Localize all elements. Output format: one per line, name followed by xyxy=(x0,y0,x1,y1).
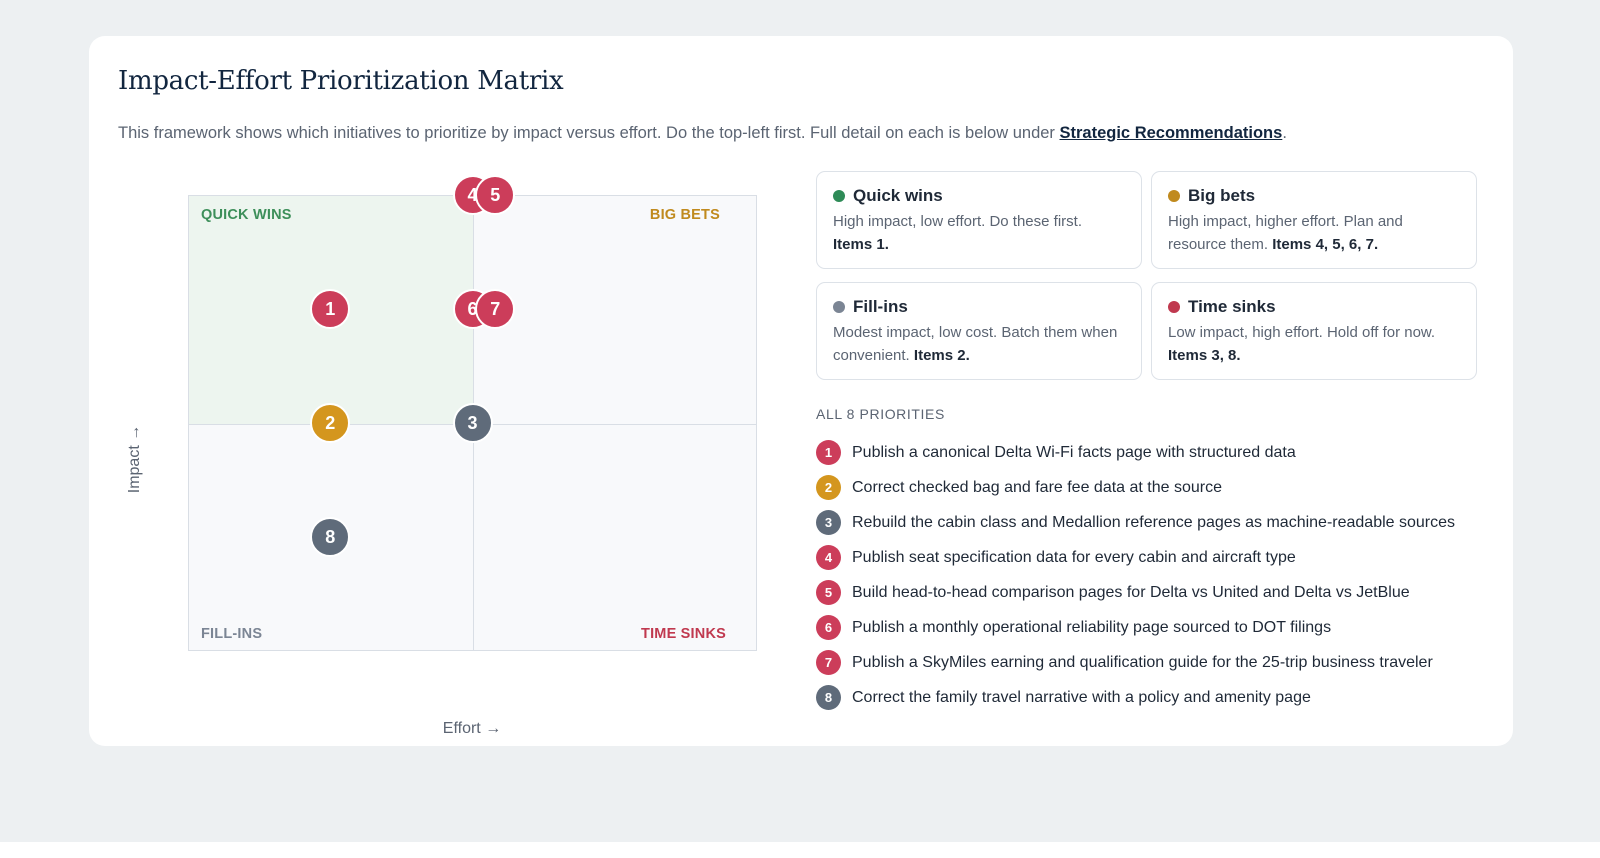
legend-title: Fill-ins xyxy=(853,297,908,316)
legend-heading: Time sinks xyxy=(1168,297,1460,317)
matrix-marker-7[interactable]: 7 xyxy=(475,289,516,329)
legend-heading: Big bets xyxy=(1168,186,1460,206)
priority-item-3: 3 Rebuild the cabin class and Medallion r… xyxy=(816,505,1455,540)
effort-axis-label: Effort → xyxy=(442,720,502,737)
priority-number-badge: 5 xyxy=(816,580,841,605)
priority-number-badge: 3 xyxy=(816,510,841,535)
quadrant-label-quick-wins: QUICK WINS xyxy=(201,207,292,223)
legend-description: Modest impact, low cost. Batch them when… xyxy=(833,321,1125,367)
impact-effort-matrix: QUICK WINS BIG BETS FILL-INS TIME SINKS … xyxy=(188,175,757,651)
legend-description: High impact, higher effort. Plan and res… xyxy=(1168,210,1460,256)
legend-card-big-bets: Big bets High impact, higher effort. Pla… xyxy=(1151,171,1477,269)
legend-card-fill-ins: Fill-ins Modest impact, low cost. Batch … xyxy=(816,282,1142,380)
impact-axis-label: Impact → xyxy=(126,424,143,494)
matrix-marker-3[interactable]: 3 xyxy=(452,403,493,443)
all-priorities-heading: ALL 8 PRIORITIES xyxy=(816,406,945,422)
legend-dot-icon xyxy=(1168,301,1180,313)
legend-items: Items 1. xyxy=(833,236,889,253)
priority-text: Publish seat specification data for ever… xyxy=(852,548,1296,566)
matrix-marker-5[interactable]: 5 xyxy=(475,175,516,215)
intro-text: This framework shows which initiatives t… xyxy=(118,124,1287,143)
legend-title: Quick wins xyxy=(853,186,943,205)
intro-end: . xyxy=(1282,124,1287,142)
legend-items: Items 4, 5, 6, 7. xyxy=(1272,236,1379,253)
legend-description: Low impact, high effort. Hold off for no… xyxy=(1168,321,1460,367)
priority-text: Correct checked bag and fare fee data at… xyxy=(852,478,1223,496)
legend-desc-text: Low impact, high effort. Hold off for no… xyxy=(1168,324,1436,341)
page-title: Impact-Effort Prioritization Matrix xyxy=(118,66,564,96)
priority-item-1: 1 Publish a canonical Delta Wi-Fi facts p… xyxy=(816,435,1455,470)
priority-item-4: 4 Publish seat specification data for eve… xyxy=(816,540,1455,575)
priority-number-badge: 4 xyxy=(816,545,841,570)
legend-dot-icon xyxy=(1168,190,1180,202)
legend-desc-text: High impact, low effort. Do these first. xyxy=(833,213,1082,230)
priority-text: Build head-to-head comparison pages for … xyxy=(852,583,1410,601)
priority-number-badge: 1 xyxy=(816,440,841,465)
priority-text: Publish a canonical Delta Wi-Fi facts pa… xyxy=(852,443,1296,461)
legend-card-time-sinks: Time sinks Low impact, high effort. Hold… xyxy=(1151,282,1477,380)
priority-item-2: 2 Correct checked bag and fare fee data a… xyxy=(816,470,1455,505)
priority-text: Rebuild the cabin class and Medallion re… xyxy=(852,513,1456,531)
priority-number-badge: 2 xyxy=(816,475,841,500)
legend-heading: Quick wins xyxy=(833,186,1125,206)
legend-items: Items 2. xyxy=(913,347,970,364)
priority-item-6: 6 Publish a monthly operational reliabili… xyxy=(816,610,1455,645)
legend-items: Items 3, 8. xyxy=(1168,347,1241,364)
quadrant-label-big-bets: BIG BETS xyxy=(649,207,720,223)
priority-text: Publish a monthly operational reliabilit… xyxy=(852,618,1332,636)
priority-item-8: 8 Correct the family travel narrative wit… xyxy=(816,680,1455,715)
matrix-marker-8[interactable]: 8 xyxy=(310,517,351,557)
legend-title: Time sinks xyxy=(1188,297,1276,316)
matrix-marker-1[interactable]: 1 xyxy=(310,289,351,329)
legend-dot-icon xyxy=(833,190,845,202)
priority-number-badge: 6 xyxy=(816,615,841,640)
priorities-list: 1 Publish a canonical Delta Wi-Fi facts p… xyxy=(816,435,1455,715)
quadrant-label-time-sinks: TIME SINKS xyxy=(641,626,726,642)
legend-heading: Fill-ins xyxy=(833,297,1125,317)
legend-card-quick-wins: Quick wins High impact, low effort. Do t… xyxy=(816,171,1142,269)
legend-desc-text: High impact, higher effort. Plan and res… xyxy=(1168,213,1403,253)
legend-title: Big bets xyxy=(1188,186,1256,205)
priority-number-badge: 7 xyxy=(816,650,841,675)
legend-dot-icon xyxy=(833,301,845,313)
priority-item-5: 5 Build head-to-head comparison pages for… xyxy=(816,575,1455,610)
intro-body: This framework shows which initiatives t… xyxy=(118,124,1060,142)
matrix-marker-2[interactable]: 2 xyxy=(310,403,351,443)
priority-item-7: 7 Publish a SkyMiles earning and qualific… xyxy=(816,645,1455,680)
legend-desc-text: Modest impact, low cost. Batch them when… xyxy=(833,324,1118,364)
quadrant-label-fill-ins: FILL-INS xyxy=(201,626,263,642)
matrix-card: Impact-Effort Prioritization Matrix This… xyxy=(89,36,1513,746)
priority-number-badge: 8 xyxy=(816,685,841,710)
strategic-recommendations-link[interactable]: Strategic Recommendations xyxy=(1059,124,1283,142)
legend-description: High impact, low effort. Do these first.… xyxy=(833,210,1125,256)
priority-text: Correct the family travel narrative with… xyxy=(852,688,1311,706)
priority-text: Publish a SkyMiles earning and qualifica… xyxy=(852,653,1433,671)
